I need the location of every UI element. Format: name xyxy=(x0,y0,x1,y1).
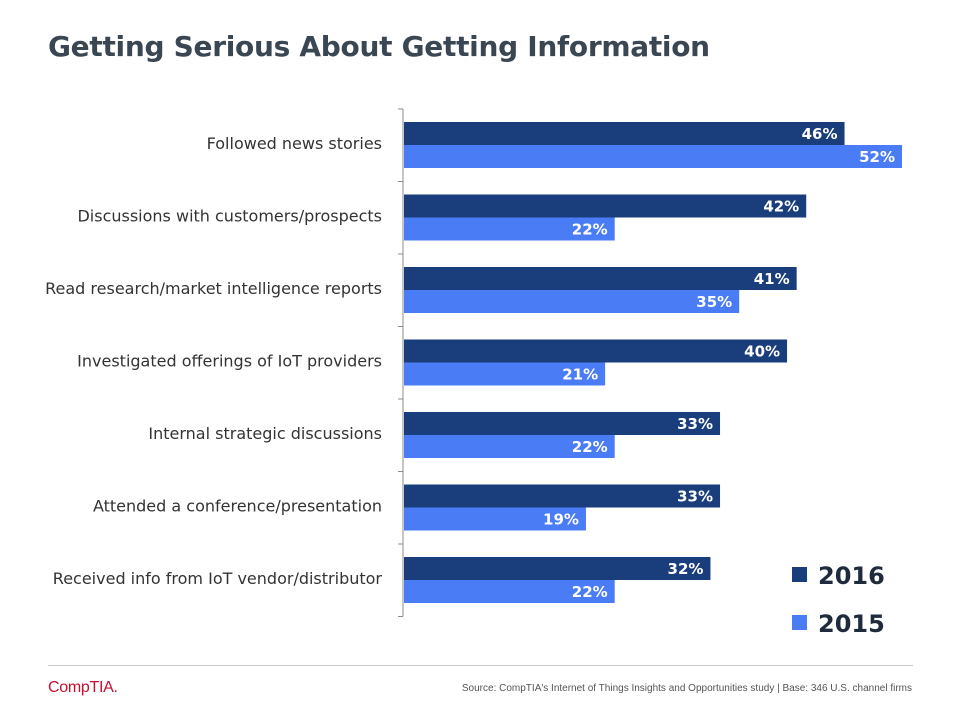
bar-value-label: 46% xyxy=(802,125,838,143)
bar-2016 xyxy=(404,412,721,435)
category-label: Received info from IoT vendor/distributo… xyxy=(53,569,383,588)
bar-value-label: 52% xyxy=(859,148,895,166)
bar-value-label: 40% xyxy=(744,343,780,361)
legend-label: 2016 xyxy=(818,562,885,590)
page-title: Getting Serious About Getting Informatio… xyxy=(48,30,710,63)
bar-value-label: 33% xyxy=(677,488,713,506)
bar-2015 xyxy=(404,507,586,531)
legend-swatch-2016 xyxy=(792,567,807,582)
category-label: Discussions with customers/prospects xyxy=(77,207,382,226)
bar-value-label: 33% xyxy=(677,415,713,433)
bar-2016 xyxy=(404,484,721,508)
bar-2016 xyxy=(404,339,788,363)
legend-swatch-2015 xyxy=(792,615,807,630)
category-label: Followed news stories xyxy=(207,134,382,153)
comptia-logo: CompTIA. xyxy=(48,679,118,696)
bar-2015 xyxy=(404,435,615,458)
bar-chart: Followed news stories 46% 52% Discussions w… xyxy=(45,108,902,638)
source-note: Source: CompTIA's Internet of Things Ins… xyxy=(461,683,912,694)
bar-value-label: 22% xyxy=(572,221,608,239)
bar-value-label: 21% xyxy=(562,366,598,384)
category-label: Read research/market intelligence report… xyxy=(45,279,382,298)
bar-value-label: 22% xyxy=(572,583,608,601)
category-label: Attended a conference/presentation xyxy=(93,497,382,516)
bar-value-label: 22% xyxy=(572,438,608,456)
bar-2015 xyxy=(404,580,615,603)
bar-value-label: 35% xyxy=(696,293,732,311)
category-label: Investigated offerings of IoT providers xyxy=(77,352,382,371)
bar-value-label: 19% xyxy=(543,511,579,529)
footer-divider xyxy=(48,665,913,666)
bar-2015 xyxy=(404,362,606,386)
bar-value-label: 42% xyxy=(763,198,799,216)
bar-2016 xyxy=(404,557,711,580)
bar-2015 xyxy=(404,290,740,313)
bar-2016 xyxy=(404,122,845,145)
bar-2016 xyxy=(404,267,797,290)
category-label: Internal strategic discussions xyxy=(148,424,382,443)
legend-label: 2015 xyxy=(818,610,885,638)
bar-2016 xyxy=(404,194,807,218)
bar-value-label: 32% xyxy=(668,560,704,578)
bar-value-label: 41% xyxy=(754,270,790,288)
bar-2015 xyxy=(404,145,902,168)
bar-2015 xyxy=(404,217,615,241)
